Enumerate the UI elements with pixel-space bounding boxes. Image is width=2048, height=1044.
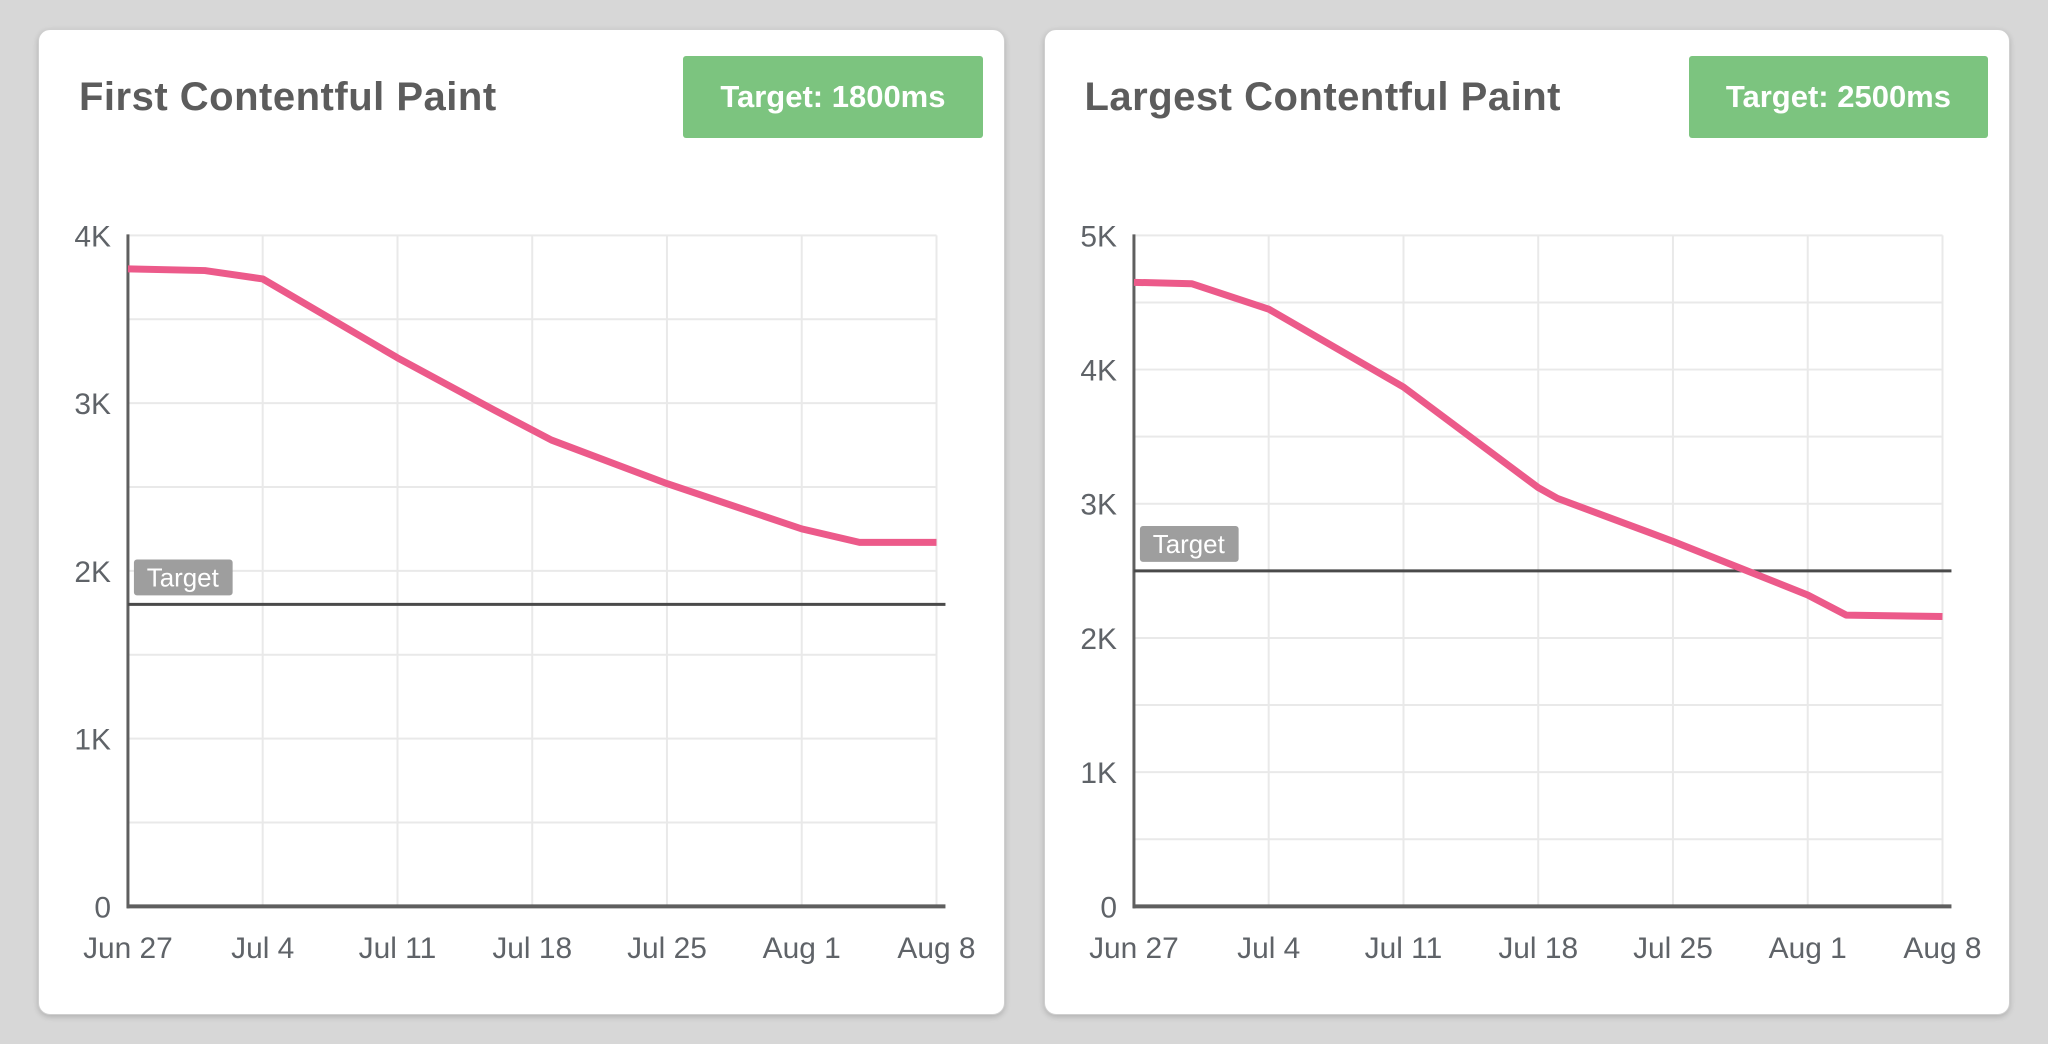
x-tick-label: Jul 25	[1633, 932, 1713, 965]
series-line	[1133, 278, 1943, 621]
x-tick-label: Jul 4	[1237, 932, 1300, 965]
target-line-badge	[1139, 525, 1239, 562]
target-line-badge	[133, 559, 233, 596]
fcp-card-header: First Contentful Paint Target: 1800ms	[39, 30, 1004, 138]
x-tick-label: Aug 1	[1768, 932, 1846, 965]
x-tick-label: Jul 18	[492, 932, 572, 965]
y-tick-label: 5K	[1080, 220, 1117, 253]
x-tick-label: Jun 27	[1089, 932, 1179, 965]
y-tick-label: 2K	[1080, 623, 1117, 656]
y-tick-label: 0	[94, 891, 111, 924]
x-tick-label: Aug 1	[763, 932, 841, 965]
x-tick-label: Jun 27	[83, 932, 173, 965]
y-tick-label: 1K	[74, 724, 111, 757]
x-tick-label: Aug 8	[1903, 932, 1981, 965]
x-tick-label: Jul 11	[359, 932, 437, 965]
fcp-chart-title: First Contentful Paint	[79, 74, 497, 119]
fcp-card: First Contentful Paint Target: 1800ms Ta…	[38, 29, 1005, 1015]
fcp-target-badge: Target: 1800ms	[683, 56, 983, 138]
lcp-card: Largest Contentful Paint Target: 2500ms …	[1043, 29, 2010, 1015]
x-tick-label: Aug 8	[897, 932, 975, 965]
x-tick-label: Jul 18	[1498, 932, 1578, 965]
y-tick-label: 4K	[74, 220, 111, 253]
x-tick-label: Jul 4	[231, 932, 294, 965]
fcp-line-chart: Target 4K 3K 2K 1K 0 Jun 27 Jul 4 Jul 11 Jul 18 Ju…	[74, 220, 975, 965]
y-tick-label: 1K	[1080, 757, 1117, 790]
lcp-line-chart: Target 5K 4K 3K 2K 1K 0 Jun 27 Jul 4 Jul 11 Jul 18…	[1080, 220, 1981, 965]
y-tick-label: 3K	[1080, 489, 1117, 522]
x-tick-label: Jul 11	[1364, 932, 1442, 965]
x-tick-label: Jul 25	[627, 932, 707, 965]
lcp-target-badge: Target: 2500ms	[1688, 56, 1988, 138]
y-tick-label: 4K	[1080, 355, 1117, 388]
series-line	[127, 265, 937, 546]
y-tick-label: 3K	[74, 388, 111, 421]
y-tick-label: 2K	[74, 556, 111, 589]
target-line-label: Target	[147, 564, 220, 592]
y-tick-label: 0	[1100, 891, 1117, 924]
lcp-chart-title: Largest Contentful Paint	[1084, 74, 1561, 119]
lcp-card-header: Largest Contentful Paint Target: 2500ms	[1045, 30, 2010, 138]
target-line-label: Target	[1152, 531, 1225, 559]
